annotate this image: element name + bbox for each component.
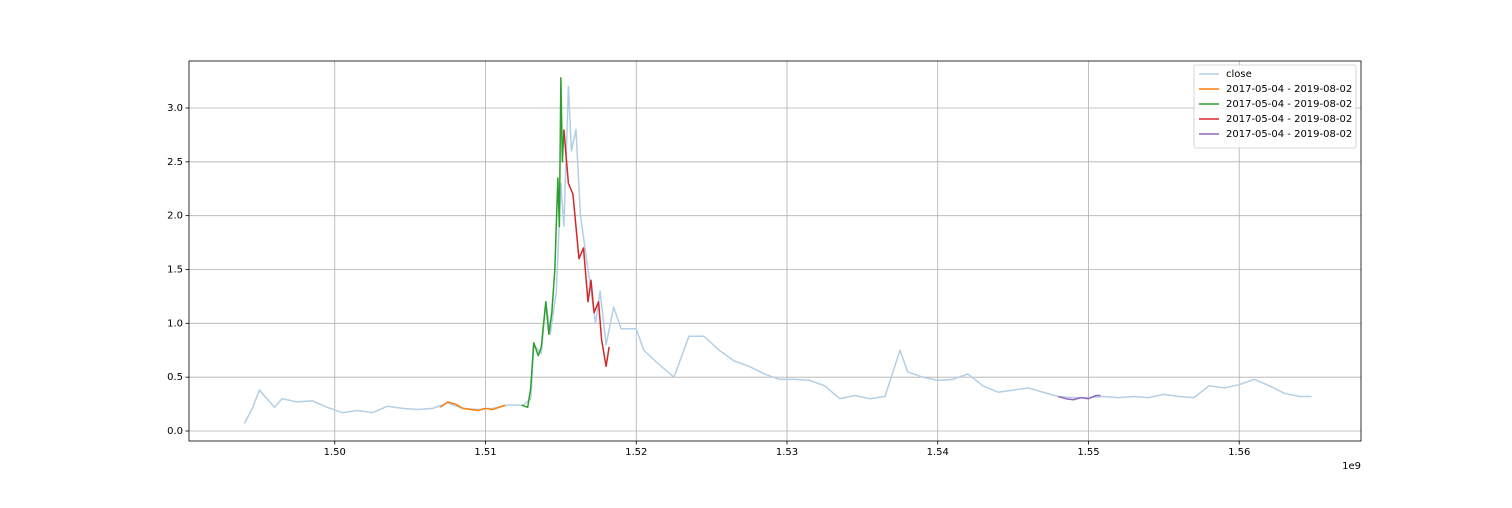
legend-label: 2017-05-04 - 2019-08-02 [1226,99,1352,110]
y-tick-label: 0.0 [167,426,183,437]
legend-label: 2017-05-04 - 2019-08-02 [1226,114,1352,125]
grid [189,61,1361,441]
x-tick-label: 1.56 [1228,447,1250,458]
y-tick-label: 1.5 [167,264,183,275]
x-offset-label: 1e9 [1342,461,1361,472]
x-tick-label: 1.53 [776,447,798,458]
x-tick-label: 1.51 [474,447,496,458]
series-line [563,129,610,368]
series-line [243,85,1312,424]
series-line [1058,394,1101,401]
lines [243,77,1312,424]
series-line [521,77,565,409]
y-tick-label: 2.5 [167,157,183,168]
plot-frame [188,60,1362,442]
axes: 1.50 1.51 1.52 1.53 1.54 1.55 1.56 0.0 0.5 1.0 1.5… [167,103,1250,458]
x-tick-label: 1.55 [1077,447,1099,458]
legend-label: 2017-05-04 - 2019-08-02 [1226,84,1352,95]
legend: close 2017-05-04 - 2019-08-02 2017-05-04 -… [1193,64,1357,149]
legend-box [1193,64,1357,149]
y-tick-label: 3.0 [167,103,183,114]
x-tick-label: 1.52 [625,447,647,458]
legend-label: close [1226,69,1252,80]
legend-label: 2017-05-04 - 2019-08-02 [1226,129,1352,140]
series-line [439,401,506,412]
y-tick-label: 1.0 [167,318,183,329]
plot-area [189,61,1361,441]
x-tick-label: 1.50 [324,447,346,458]
x-tick-label: 1.54 [927,447,949,458]
y-tick-label: 0.5 [167,372,183,383]
y-tick-label: 2.0 [167,211,183,222]
